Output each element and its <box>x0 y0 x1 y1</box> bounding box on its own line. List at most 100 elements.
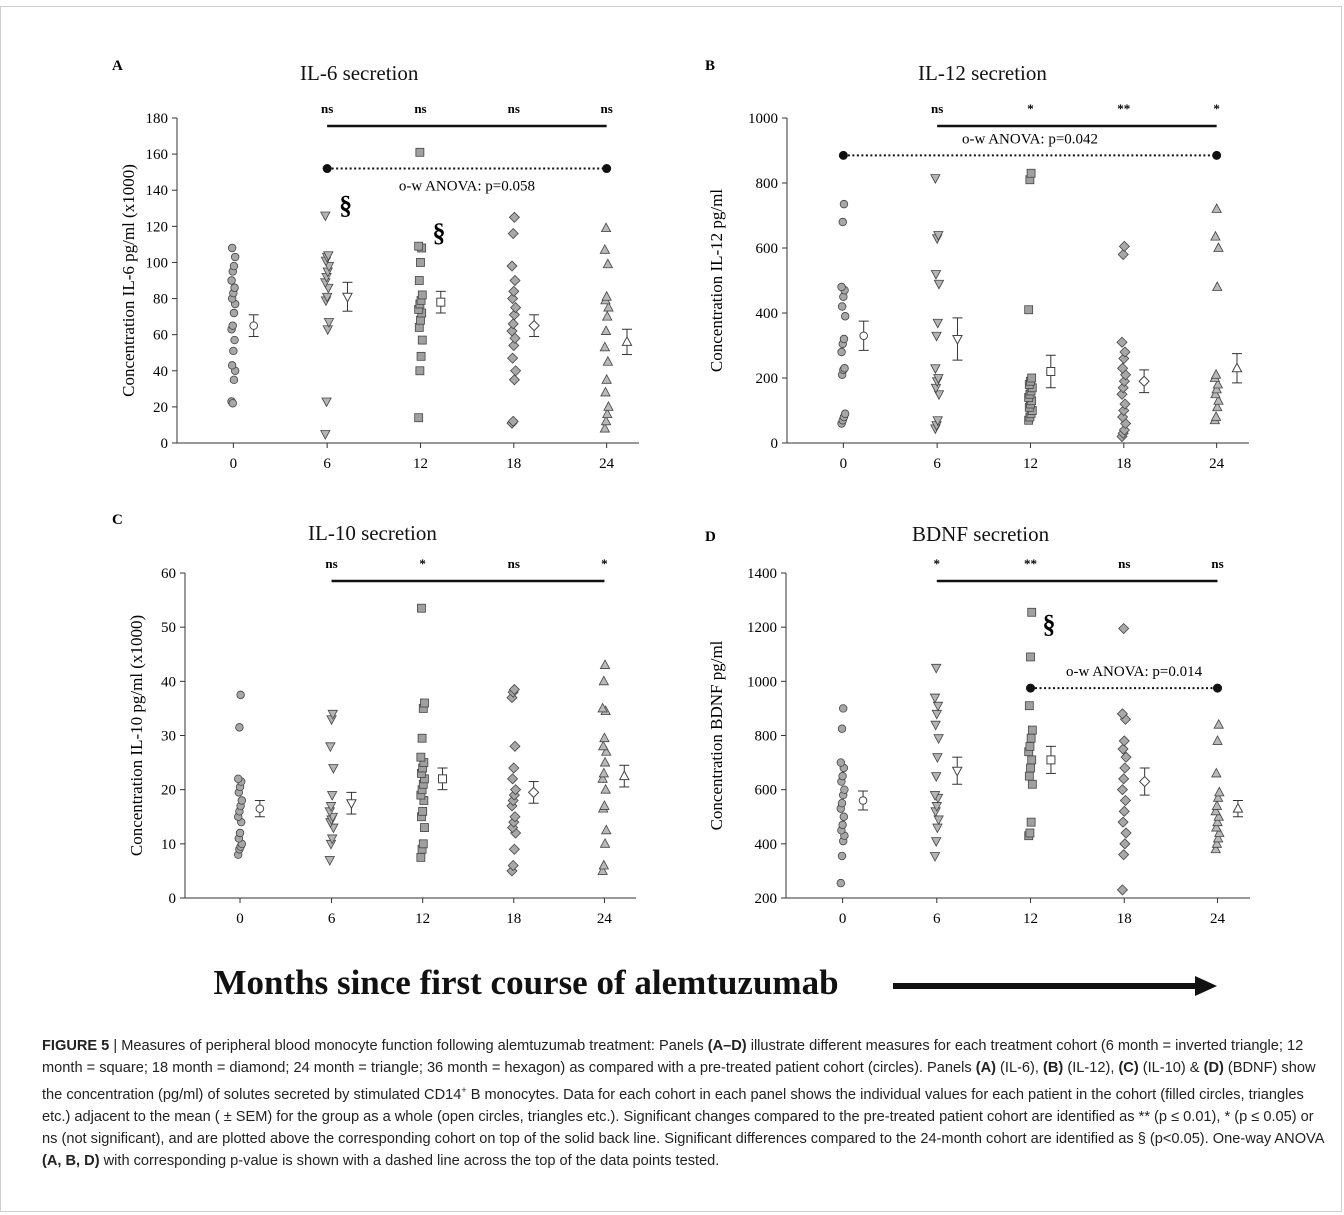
data-group-0 <box>234 690 265 859</box>
significance-label: ns <box>508 556 520 571</box>
x-tick-label: 6 <box>933 456 941 472</box>
section-sign: § <box>1043 610 1056 639</box>
data-point <box>1116 336 1128 348</box>
data-point <box>321 292 333 303</box>
data-point <box>838 217 847 227</box>
data-point <box>930 772 942 782</box>
x-tick-label: 0 <box>840 456 848 472</box>
mean-marker <box>951 766 963 777</box>
data-point <box>508 339 520 352</box>
data-point <box>597 772 608 783</box>
data-point <box>1211 383 1222 394</box>
data-point <box>1118 805 1130 817</box>
data-point <box>599 800 610 810</box>
significance-label: ns <box>321 101 333 116</box>
anova-endpoint <box>1212 150 1222 160</box>
significance-label: * <box>1213 101 1220 116</box>
data-group-0 <box>837 199 869 428</box>
mean-marker <box>527 786 540 799</box>
data-point <box>601 373 612 384</box>
data-point <box>1027 607 1037 617</box>
figure-frame <box>0 6 1342 1212</box>
data-point <box>326 791 338 801</box>
data-point <box>930 364 941 375</box>
mean-marker <box>1138 375 1150 387</box>
data-point <box>1024 771 1034 781</box>
y-tick-label: 600 <box>755 783 778 799</box>
significance-label: ns <box>508 101 520 116</box>
data-point <box>603 301 614 312</box>
mean-marker <box>345 799 357 810</box>
data-point <box>507 318 519 330</box>
data-point <box>415 366 425 376</box>
data-point <box>1212 791 1224 802</box>
data-point <box>839 812 849 821</box>
data-point <box>837 799 847 808</box>
data-point <box>417 335 427 345</box>
caption-part: (A) <box>975 1060 996 1076</box>
caption-part: (A–D) <box>707 1038 747 1054</box>
data-point <box>1026 652 1035 662</box>
data-point <box>1024 701 1034 711</box>
data-point <box>509 274 521 287</box>
data-point <box>1211 800 1223 810</box>
data-point <box>599 659 611 669</box>
significance-label: ** <box>1024 556 1037 571</box>
y-axis-label: Concentration IL-12 pg/ml <box>707 189 726 372</box>
data-point <box>601 408 613 419</box>
caption-part: (BDNF) show the concentration (pg/ml) of… <box>42 1060 1316 1103</box>
x-tick-label: 0 <box>839 911 847 927</box>
data-point <box>508 211 520 223</box>
data-point <box>414 323 424 332</box>
data-point <box>600 783 611 794</box>
caption-part: (D) <box>1203 1060 1224 1076</box>
mean-marker <box>1232 802 1244 813</box>
caption-part: (C) <box>1118 1060 1139 1076</box>
data-group-12 <box>414 147 446 423</box>
section-sign: § <box>432 218 445 247</box>
data-point <box>932 416 944 427</box>
mean-marker <box>858 796 868 805</box>
data-point <box>599 422 611 433</box>
data-group-18 <box>1116 622 1151 896</box>
data-point <box>1116 884 1129 896</box>
data-point <box>838 820 847 830</box>
figure-caption: FIGURE 5 | Measures of peripheral blood … <box>42 1035 1332 1172</box>
y-tick-label: 0 <box>161 436 169 452</box>
data-point <box>1116 708 1129 720</box>
data-point <box>420 823 429 832</box>
caption-part: (IL-10) & <box>1138 1060 1204 1076</box>
y-tick-label: 60 <box>153 328 168 344</box>
caption-part: (B) <box>1043 1060 1064 1076</box>
data-point <box>229 346 238 356</box>
data-point <box>236 690 245 700</box>
data-group-18 <box>506 211 540 429</box>
data-point <box>839 334 849 344</box>
significance-label: ns <box>325 556 337 571</box>
anova-endpoint <box>1213 683 1223 693</box>
data-point <box>227 361 237 370</box>
y-tick-label: 180 <box>146 111 169 127</box>
significance-label: * <box>601 556 608 571</box>
data-point <box>1118 773 1130 785</box>
data-point <box>1116 784 1129 796</box>
data-point <box>1119 346 1131 358</box>
y-axis-label: Concentration BDNF pg/ml <box>707 640 726 830</box>
data-point <box>1117 816 1129 828</box>
y-tick-label: 80 <box>153 292 168 308</box>
caption-part: FIGURE 5 <box>42 1038 110 1054</box>
chart-panel-c: C IL-10 secretion 0 10 20 30 40 50 60 0 6 12 18 24 Con… <box>112 512 636 927</box>
y-tick-label: 20 <box>161 783 176 799</box>
data-point <box>1118 849 1130 861</box>
data-point <box>1211 821 1222 832</box>
caption-part: with corresponding p-value is shown with… <box>99 1152 720 1169</box>
data-point <box>929 852 941 862</box>
data-point <box>932 823 943 834</box>
data-point <box>840 364 849 373</box>
anova-label: o-w ANOVA: p=0.058 <box>399 179 535 195</box>
x-tick-label: 24 <box>597 911 613 927</box>
anova-label: o-w ANOVA: p=0.042 <box>962 131 1098 147</box>
significance-label: ns <box>601 101 613 116</box>
data-point <box>932 318 944 329</box>
y-tick-label: 400 <box>756 306 779 322</box>
